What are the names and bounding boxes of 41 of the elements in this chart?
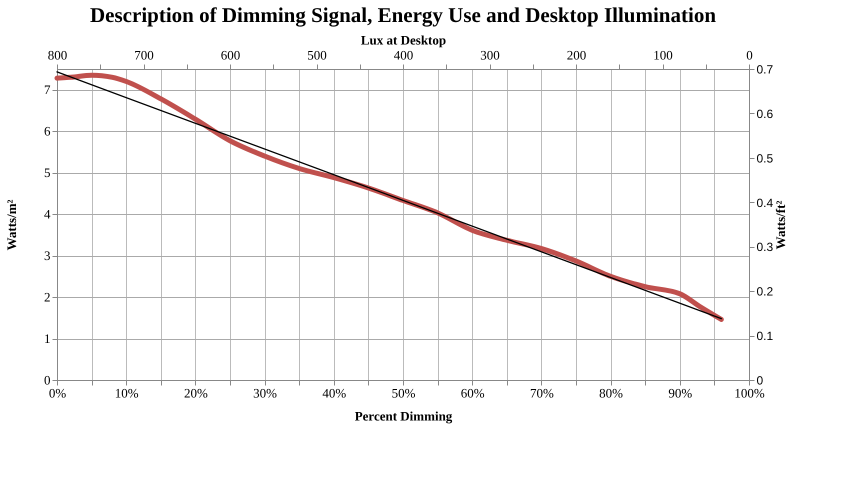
- x-tick-label: 20%: [184, 386, 208, 400]
- x2-tick-label: 300: [480, 48, 500, 62]
- y-tick-label: 4: [44, 206, 51, 222]
- x-tick-label: 40%: [322, 386, 346, 400]
- x-tick-label: 100%: [734, 386, 765, 400]
- y-tick-label: 0: [44, 372, 50, 388]
- x-tick-label: 0%: [48, 386, 66, 400]
- x2-tick-label: 200: [566, 48, 586, 62]
- x2-tick-label: 0: [746, 48, 753, 62]
- x-tick-label: 30%: [253, 386, 278, 400]
- x2-tick-label: 600: [220, 48, 240, 62]
- y2-tick-label: 0.7: [756, 62, 774, 76]
- y-tick-label: 5: [44, 165, 50, 180]
- x-tick-label: 90%: [668, 386, 692, 400]
- y2-tick-label: 0.6: [756, 106, 774, 121]
- x-tick-label: 50%: [392, 386, 416, 400]
- y-axis-title: Watts/m²: [4, 199, 19, 250]
- y2-axis-title: Watts/ft²: [773, 200, 788, 250]
- y-tick-label: 6: [44, 124, 51, 139]
- x-tick-label: 60%: [460, 386, 485, 400]
- x2-tick-label: 100: [653, 48, 673, 62]
- chart-title: Description of Dimming Signal, Energy Use and Desktop Illumination: [90, 3, 716, 27]
- x-axis-title: Percent Dimming: [354, 408, 453, 424]
- x-tick-label: 10%: [114, 386, 139, 400]
- y2-tick-label: 0.5: [756, 151, 774, 166]
- x-tick-label: 80%: [599, 386, 624, 400]
- x2-tick-label: 400: [394, 48, 414, 62]
- y2-tick-label: 0.3: [756, 240, 774, 254]
- x-tick-label: 70%: [530, 386, 554, 400]
- y-tick-label: 2: [44, 290, 50, 305]
- y-tick-label: 7: [44, 82, 51, 98]
- y2-tick-label: 0.2: [756, 284, 774, 299]
- y-tick-label: 1: [44, 331, 50, 346]
- x2-tick-label: 800: [48, 48, 68, 62]
- y2-tick-label: 0.1: [756, 329, 774, 344]
- x2-axis-title: Lux at Desktop: [360, 32, 446, 48]
- x2-tick-label: 500: [307, 48, 327, 62]
- x2-tick-label: 700: [134, 48, 154, 62]
- y2-tick-label: 0.4: [756, 196, 774, 210]
- y2-tick-label: 0: [756, 374, 764, 388]
- y-tick-label: 3: [44, 248, 50, 264]
